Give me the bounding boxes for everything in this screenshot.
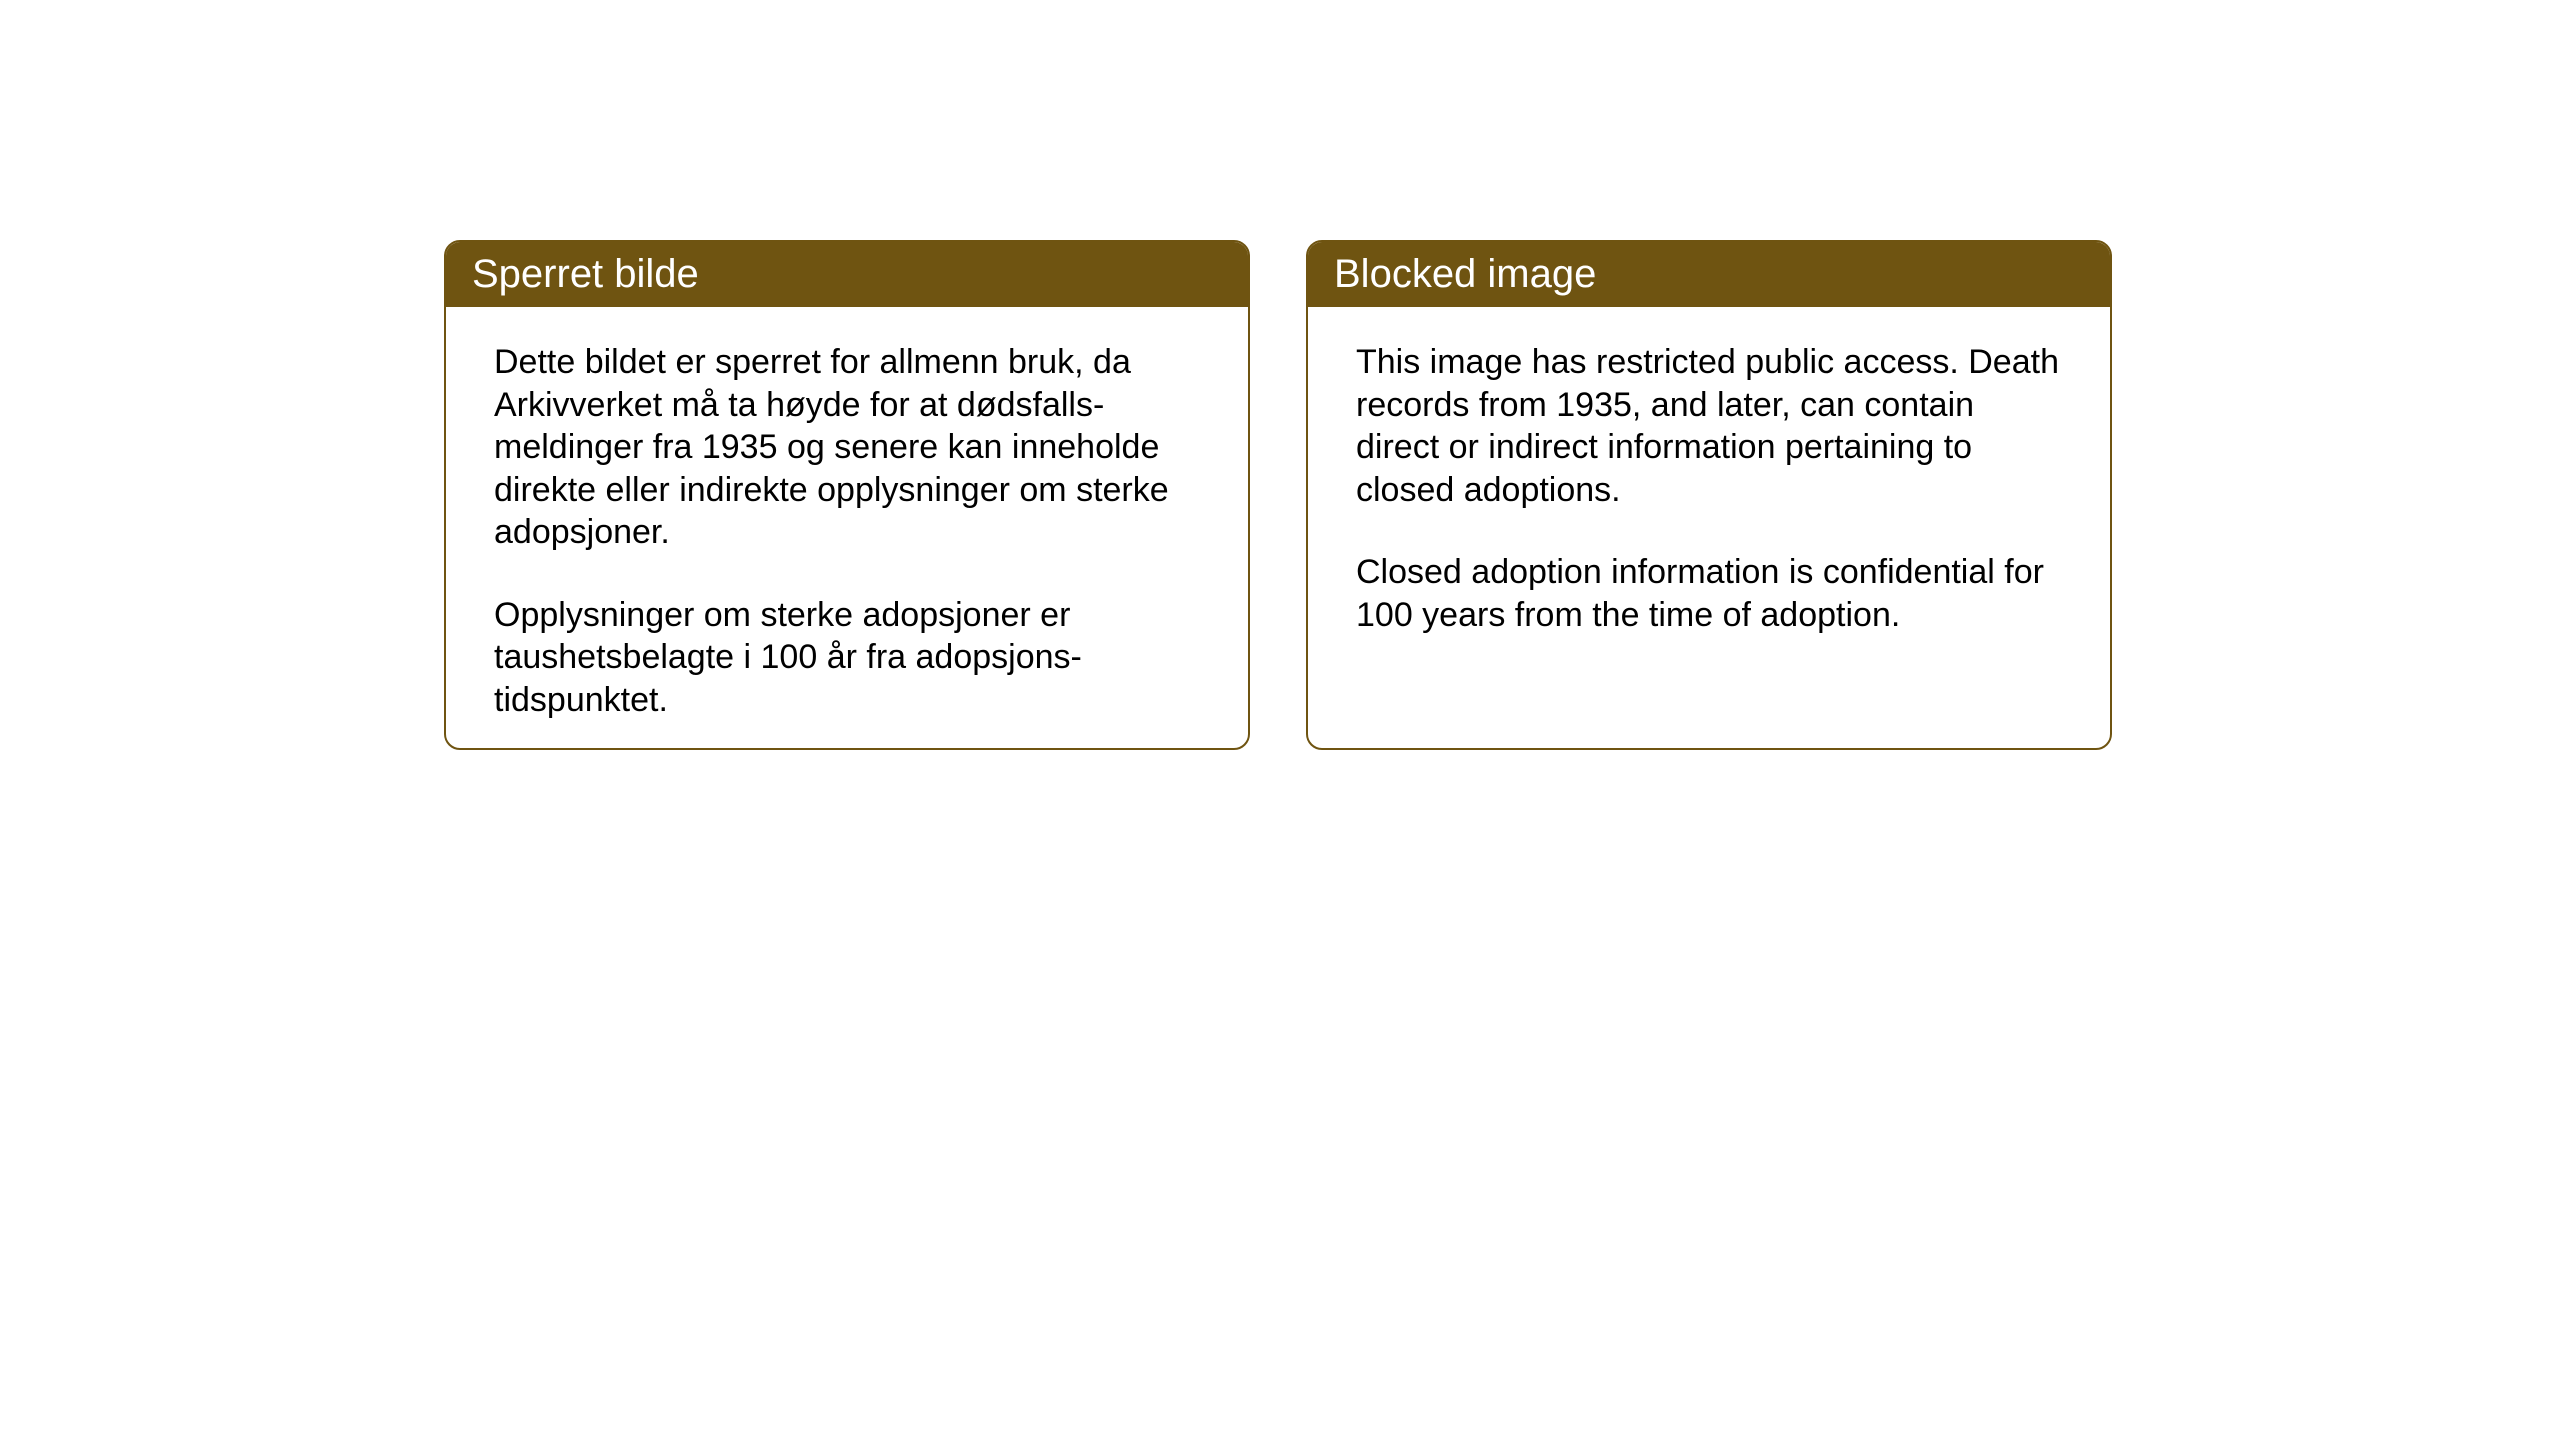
card-body-english: This image has restricted public access.… [1308,307,2110,670]
card-header-english: Blocked image [1308,242,2110,307]
card-header-norwegian: Sperret bilde [446,242,1248,307]
card-body-norwegian: Dette bildet er sperret for allmenn bruk… [446,307,1248,750]
notice-card-norwegian: Sperret bilde Dette bildet er sperret fo… [444,240,1250,750]
card-paragraph-norwegian-2: Opplysninger om sterke adopsjoner er tau… [494,594,1200,722]
notice-container: Sperret bilde Dette bildet er sperret fo… [444,240,2112,750]
card-paragraph-english-2: Closed adoption information is confident… [1356,551,2062,636]
card-title-english: Blocked image [1334,252,1596,296]
card-paragraph-norwegian-1: Dette bildet er sperret for allmenn bruk… [494,341,1200,554]
notice-card-english: Blocked image This image has restricted … [1306,240,2112,750]
card-paragraph-english-1: This image has restricted public access.… [1356,341,2062,511]
card-title-norwegian: Sperret bilde [472,252,699,296]
